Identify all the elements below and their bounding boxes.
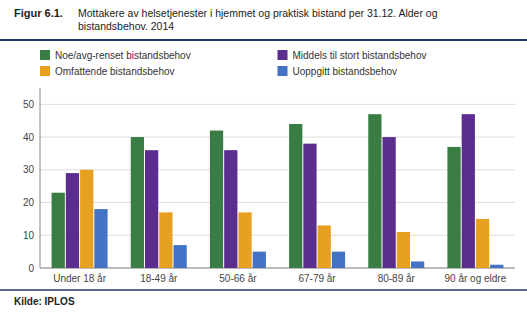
chart-container: Figur 6.1. Mottakere av helsetjenester i … — [0, 0, 527, 317]
y-tick-label: 20 — [23, 197, 35, 208]
bar — [462, 114, 475, 268]
bar — [52, 193, 65, 268]
bar — [289, 124, 302, 268]
y-tick-label: 50 — [23, 99, 35, 110]
subtitle-line: bistandsbehov. 2014 — [78, 20, 174, 32]
bar — [131, 137, 144, 268]
subtitle-line: Mottakere av helsetjenester i hjemmet og… — [78, 7, 438, 19]
x-tick-label: Under 18 år — [53, 273, 106, 284]
grid-line — [40, 169, 515, 170]
x-tick-label: 50-66 år — [219, 273, 257, 284]
bar — [411, 261, 424, 268]
legend-label: Middels til stort bistandsbehov — [293, 50, 427, 61]
y-axis-line — [40, 88, 41, 268]
bar — [490, 265, 503, 268]
bar — [238, 212, 251, 268]
x-tick-label: 67-79 år — [298, 273, 336, 284]
bar — [174, 245, 187, 268]
bar — [447, 147, 460, 268]
bar — [145, 150, 158, 268]
legend-swatch — [40, 66, 50, 76]
legend-swatch — [278, 50, 288, 60]
bar — [397, 232, 410, 268]
subtitle: Mottakere av helsetjenester i hjemmet og… — [78, 7, 438, 32]
title: Figur 6.1. — [14, 7, 63, 19]
bars — [52, 114, 504, 268]
grid-line — [40, 235, 515, 236]
grid-line — [40, 104, 515, 105]
bar — [159, 212, 172, 268]
y-tick-label: 10 — [23, 230, 35, 241]
bar — [66, 173, 79, 268]
bar — [383, 137, 396, 268]
source-note: Kilde: IPLOS — [14, 296, 75, 307]
bar — [94, 209, 107, 268]
x-tick-label: 80-89 år — [378, 273, 416, 284]
chart-svg: Figur 6.1. Mottakere av helsetjenester i … — [0, 0, 527, 317]
bar — [318, 225, 331, 268]
bar — [332, 252, 345, 268]
grid-line — [40, 202, 515, 203]
y-tick-label: 0 — [28, 263, 34, 274]
bar — [80, 170, 93, 268]
y-tick-label: 40 — [23, 132, 35, 143]
grid-line — [40, 137, 515, 138]
legend-label: Omfattende bistandsbehov — [55, 66, 175, 77]
y-grid: 0 10 20 30 40 50 — [23, 99, 515, 274]
grid-line — [40, 268, 515, 269]
x-tick-label: 90 år og eldre — [445, 273, 507, 284]
legend-swatch — [278, 66, 288, 76]
legend-swatch — [40, 50, 50, 60]
bar — [303, 144, 316, 268]
bar — [476, 219, 489, 268]
bar — [368, 114, 381, 268]
legend: Noe/avg-renset bistandsbehov Middels til … — [40, 50, 426, 77]
x-axis-line — [40, 268, 515, 269]
title-rule — [0, 39, 527, 41]
x-tick-label: 18-49 år — [140, 273, 178, 284]
y-tick-label: 30 — [23, 164, 35, 175]
bar — [224, 150, 237, 268]
legend-label: Noe/avg-renset bistandsbehov — [55, 50, 191, 61]
bar — [210, 131, 223, 268]
source-rule — [0, 289, 527, 291]
legend-label: Uoppgitt bistandsbehov — [293, 66, 398, 77]
bar — [253, 252, 266, 268]
